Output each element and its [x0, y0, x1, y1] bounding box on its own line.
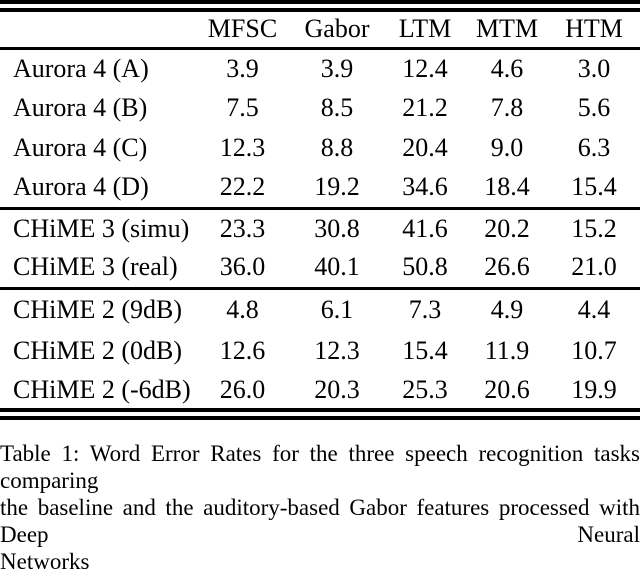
wer-cell: 7.3	[408, 294, 442, 324]
row-label: Aurora 4 (D)	[13, 172, 149, 202]
wer-cell: 12.4	[402, 53, 448, 83]
wer-cell: 4.8	[226, 294, 259, 324]
wer-cell: 20.2	[484, 213, 530, 243]
wer-cell: 19.9	[571, 375, 617, 404]
wer-cell: 12.3	[314, 336, 360, 365]
wer-cell: 6.1	[320, 294, 354, 324]
row-label: Aurora 4 (B)	[13, 93, 148, 122]
wer-cell: 12.3	[219, 133, 266, 162]
wer-cell: 15.4	[402, 336, 448, 365]
corner-empty-cell	[0, 6, 195, 48]
wer-cell: 5.6	[577, 93, 611, 122]
wer-cell: 4.9	[490, 294, 524, 324]
wer-cell: 10.7	[571, 336, 617, 365]
wer-cell: 15.4	[571, 172, 617, 202]
wer-cell: 3.9	[320, 53, 354, 83]
table-group-chime2: CHiME 2 (9dB) 4.8 6.1 7.3 4.9 4.4 CHiME …	[0, 288, 640, 414]
table-row: Aurora 4 (A) 3.9 3.9 12.4 4.6 3.0	[0, 48, 640, 88]
header-row: MFSC Gabor LTM MTM HTM	[0, 6, 640, 48]
wer-cell: 19.2	[314, 172, 360, 202]
row-label: CHiME 3 (simu)	[13, 213, 190, 243]
wer-cell: 4.6	[490, 53, 524, 83]
wer-cell: 3.9	[226, 53, 259, 83]
row-label: Aurora 4 (C)	[13, 133, 148, 162]
wer-cell: 7.5	[226, 93, 259, 122]
row-label: CHiME 2 (-6dB)	[13, 375, 191, 404]
table-header: MFSC Gabor LTM MTM HTM	[0, 6, 640, 48]
column-header-mfsc: MFSC	[207, 14, 278, 44]
column-header-ltm: LTM	[398, 14, 452, 44]
wer-cell: 3.0	[577, 53, 611, 83]
wer-cell: 9.0	[490, 133, 524, 162]
wer-cell: 36.0	[219, 252, 266, 282]
wer-cell: 20.4	[402, 133, 448, 162]
table-row: CHiME 2 (0dB) 12.6 12.3 15.4 11.9 10.7	[0, 330, 640, 372]
wer-cell: 40.1	[314, 252, 360, 282]
table-row: CHiME 3 (real) 36.0 40.1 50.8 26.6 21.0	[0, 248, 640, 288]
column-header-htm: HTM	[565, 14, 623, 44]
wer-cell: 21.0	[571, 252, 617, 282]
wer-cell: 21.2	[402, 93, 448, 122]
table-row: CHiME 2 (9dB) 4.8 6.1 7.3 4.9 4.4	[0, 288, 640, 330]
wer-cell: 4.4	[577, 294, 611, 324]
row-label: CHiME 3 (real)	[13, 252, 178, 282]
wer-cell: 26.0	[219, 375, 266, 404]
row-label: CHiME 2 (0dB)	[13, 336, 182, 365]
wer-cell: 12.6	[219, 336, 266, 365]
wer-cell: 18.4	[484, 172, 530, 202]
wer-cell: 41.6	[402, 213, 448, 243]
table-row: Aurora 4 (C) 12.3 8.8 20.4 9.0 6.3	[0, 128, 640, 168]
table-group-aurora4: Aurora 4 (A) 3.9 3.9 12.4 4.6 3.0 Aurora…	[0, 48, 640, 208]
table-row: CHiME 3 (simu) 23.3 30.8 41.6 20.2 15.2	[0, 208, 640, 248]
wer-cell: 26.6	[484, 252, 530, 282]
row-label: Aurora 4 (A)	[13, 53, 149, 83]
table-group-chime3: CHiME 3 (simu) 23.3 30.8 41.6 20.2 15.2 …	[0, 208, 640, 288]
wer-cell: 30.8	[314, 213, 360, 243]
table-row: Aurora 4 (D) 22.2 19.2 34.6 18.4 15.4	[0, 168, 640, 208]
wer-cell: 20.3	[314, 375, 360, 404]
wer-cell: 23.3	[219, 213, 266, 243]
wer-cell: 8.5	[320, 93, 354, 122]
wer-cell: 22.2	[219, 172, 266, 202]
wer-cell: 15.2	[571, 213, 617, 243]
caption-line: Networks	[0, 549, 90, 574]
caption-line: Table 1: Word Error Rates for the three …	[0, 441, 640, 493]
column-header-mtm: MTM	[475, 14, 539, 44]
word-error-rate-table: MFSC Gabor LTM MTM HTM Aurora 4 (A) 3.9 …	[0, 0, 640, 420]
wer-cell: 34.6	[402, 172, 448, 202]
table-caption: Table 1: Word Error Rates for the three …	[0, 440, 640, 575]
wer-cell: 20.6	[484, 375, 530, 404]
wer-cell: 7.8	[490, 93, 524, 122]
wer-cell: 25.3	[402, 375, 448, 404]
table-row: CHiME 2 (-6dB) 26.0 20.3 25.3 20.6 19.9	[0, 372, 640, 414]
wer-cell: 8.8	[320, 133, 354, 162]
wer-cell: 50.8	[402, 252, 448, 282]
caption-line: the baseline and the auditory-based Gabo…	[0, 495, 640, 547]
wer-cell: 6.3	[577, 133, 611, 162]
column-header-gabor: Gabor	[304, 14, 370, 44]
table-row: Aurora 4 (B) 7.5 8.5 21.2 7.8 5.6	[0, 88, 640, 128]
wer-cell: 11.9	[484, 336, 530, 365]
row-label: CHiME 2 (9dB)	[13, 294, 182, 324]
